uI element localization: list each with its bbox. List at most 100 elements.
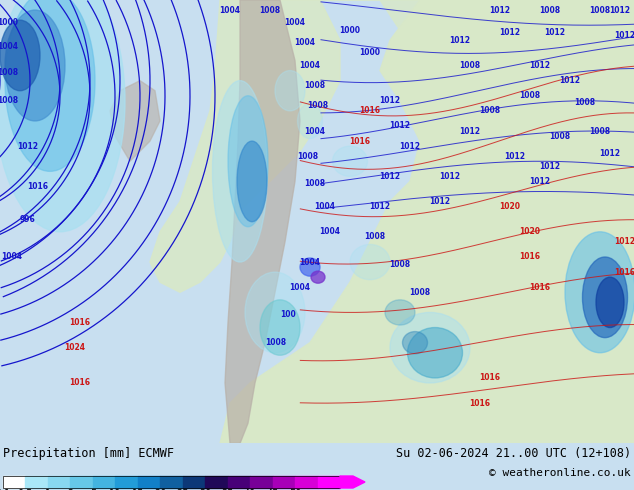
Bar bbox=[138, 476, 160, 488]
Ellipse shape bbox=[565, 232, 634, 353]
Bar bbox=[93, 476, 115, 488]
Ellipse shape bbox=[311, 271, 325, 283]
Text: 1012: 1012 bbox=[380, 172, 401, 181]
Text: 1004: 1004 bbox=[299, 61, 321, 70]
Text: 1012: 1012 bbox=[439, 172, 460, 181]
Ellipse shape bbox=[245, 272, 305, 353]
FancyArrow shape bbox=[340, 476, 365, 488]
Text: 1004: 1004 bbox=[299, 258, 321, 267]
Ellipse shape bbox=[297, 103, 323, 139]
Text: 1016: 1016 bbox=[70, 318, 91, 327]
Text: 1024: 1024 bbox=[65, 343, 86, 352]
Bar bbox=[160, 476, 183, 488]
Text: 1012: 1012 bbox=[489, 5, 510, 15]
Bar bbox=[295, 476, 318, 488]
Ellipse shape bbox=[228, 96, 268, 227]
Text: 1000: 1000 bbox=[0, 18, 18, 26]
Polygon shape bbox=[225, 0, 300, 443]
Bar bbox=[3, 476, 340, 488]
Text: 25: 25 bbox=[176, 489, 189, 490]
Text: 1008: 1008 bbox=[550, 131, 571, 141]
Ellipse shape bbox=[408, 327, 462, 378]
Bar bbox=[25, 476, 48, 488]
Text: 1016: 1016 bbox=[27, 182, 48, 191]
Text: 1012: 1012 bbox=[380, 96, 401, 105]
Text: 100: 100 bbox=[280, 310, 296, 319]
Polygon shape bbox=[110, 81, 160, 161]
Bar bbox=[205, 476, 228, 488]
Text: 1012: 1012 bbox=[429, 197, 451, 206]
Text: 1008: 1008 bbox=[590, 5, 611, 15]
Text: 1008: 1008 bbox=[304, 81, 326, 90]
Text: 1012: 1012 bbox=[600, 148, 621, 158]
Text: 1008: 1008 bbox=[365, 232, 385, 242]
Text: Su 02-06-2024 21..00 UTC (12+108): Su 02-06-2024 21..00 UTC (12+108) bbox=[396, 447, 631, 460]
Bar bbox=[318, 476, 340, 488]
Text: 1016: 1016 bbox=[479, 373, 500, 382]
Text: 0.1: 0.1 bbox=[0, 489, 11, 490]
Text: 1000: 1000 bbox=[339, 26, 361, 35]
Ellipse shape bbox=[385, 300, 415, 325]
Text: 1008: 1008 bbox=[389, 260, 411, 269]
Text: 1012: 1012 bbox=[460, 126, 481, 136]
Text: 1000: 1000 bbox=[359, 48, 380, 57]
Text: 2: 2 bbox=[67, 489, 74, 490]
Text: 1016: 1016 bbox=[359, 106, 380, 115]
Text: 1012: 1012 bbox=[540, 162, 560, 171]
Text: 5: 5 bbox=[90, 489, 96, 490]
Text: 996: 996 bbox=[20, 215, 36, 224]
Bar bbox=[48, 476, 70, 488]
Bar bbox=[228, 476, 250, 488]
Text: 1012: 1012 bbox=[505, 152, 526, 161]
Ellipse shape bbox=[5, 0, 95, 172]
Text: 1004: 1004 bbox=[320, 227, 340, 236]
Text: 1008: 1008 bbox=[540, 5, 560, 15]
Text: 15: 15 bbox=[132, 489, 144, 490]
Ellipse shape bbox=[596, 277, 624, 327]
Text: 1012: 1012 bbox=[529, 177, 550, 186]
Bar bbox=[70, 476, 93, 488]
Ellipse shape bbox=[275, 71, 305, 111]
Text: 1016: 1016 bbox=[349, 137, 370, 146]
Text: 1004: 1004 bbox=[0, 42, 18, 51]
Ellipse shape bbox=[403, 332, 427, 354]
Bar bbox=[183, 476, 205, 488]
Text: 1008: 1008 bbox=[307, 101, 328, 110]
Bar bbox=[3, 476, 25, 488]
Text: 1020: 1020 bbox=[500, 202, 521, 211]
Text: 1004: 1004 bbox=[285, 18, 306, 26]
Text: 1012: 1012 bbox=[450, 36, 470, 45]
Ellipse shape bbox=[300, 258, 320, 276]
Text: 1012: 1012 bbox=[529, 61, 550, 70]
Text: 1008: 1008 bbox=[574, 98, 595, 107]
Text: 10: 10 bbox=[109, 489, 122, 490]
Text: 50: 50 bbox=[289, 489, 301, 490]
Text: 1016: 1016 bbox=[529, 283, 550, 292]
Text: 1008: 1008 bbox=[590, 126, 611, 136]
Bar bbox=[250, 476, 273, 488]
Polygon shape bbox=[310, 0, 634, 272]
Text: Precipitation [mm] ECMWF: Precipitation [mm] ECMWF bbox=[3, 447, 174, 460]
Text: 1012: 1012 bbox=[609, 5, 630, 15]
Text: 1004: 1004 bbox=[295, 38, 316, 47]
Polygon shape bbox=[150, 0, 340, 292]
Text: 1012: 1012 bbox=[614, 237, 634, 246]
Text: 1008: 1008 bbox=[519, 91, 541, 100]
Ellipse shape bbox=[212, 81, 268, 262]
Text: 45: 45 bbox=[266, 489, 279, 490]
Ellipse shape bbox=[390, 313, 470, 383]
Bar bbox=[273, 476, 295, 488]
Text: 20: 20 bbox=[154, 489, 167, 490]
Text: 1012: 1012 bbox=[545, 28, 566, 37]
Text: 1016: 1016 bbox=[519, 252, 541, 262]
Text: 1012: 1012 bbox=[500, 28, 521, 37]
Text: 30: 30 bbox=[199, 489, 211, 490]
Ellipse shape bbox=[583, 257, 628, 338]
Text: 1012: 1012 bbox=[389, 122, 410, 130]
Text: 1016: 1016 bbox=[470, 399, 491, 408]
Ellipse shape bbox=[332, 146, 368, 176]
Ellipse shape bbox=[0, 0, 125, 232]
Text: 1008: 1008 bbox=[304, 179, 326, 188]
Text: 1016: 1016 bbox=[614, 268, 634, 277]
Text: 1012: 1012 bbox=[559, 76, 581, 85]
